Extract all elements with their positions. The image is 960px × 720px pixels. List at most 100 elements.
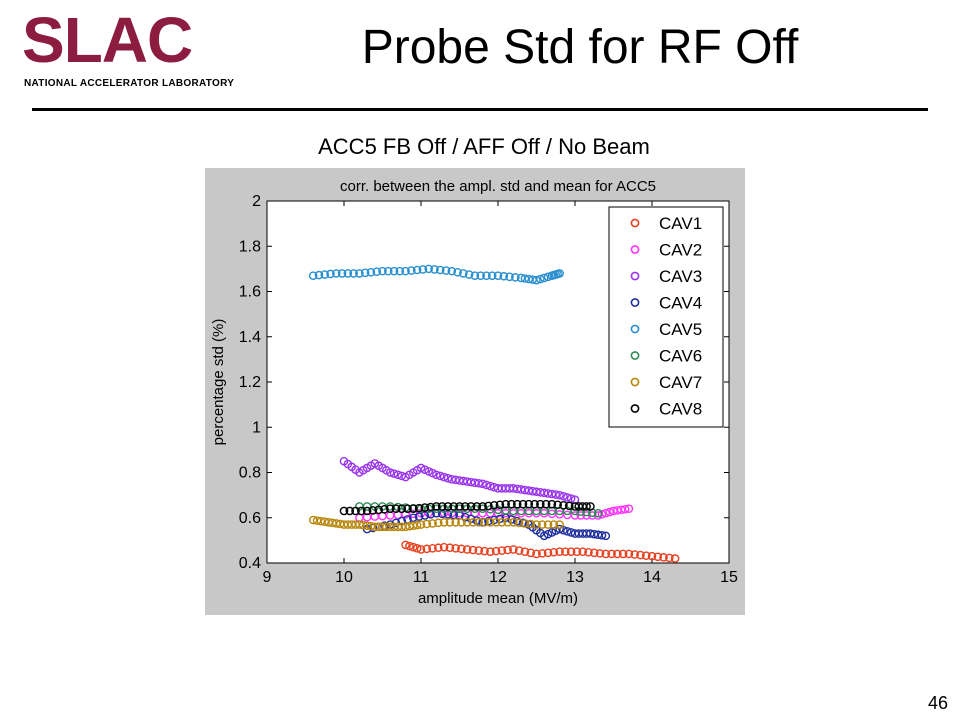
data-point (432, 502, 441, 511)
data-point (407, 266, 416, 275)
data-point (618, 549, 628, 559)
data-point (332, 269, 341, 278)
data-point (403, 504, 412, 514)
legend-marker (630, 298, 640, 307)
data-point (449, 502, 459, 511)
data-point (597, 510, 607, 519)
data-point (401, 540, 410, 550)
data-point (520, 519, 530, 528)
data-point (457, 544, 466, 554)
data-point (308, 271, 318, 280)
data-point (412, 520, 422, 530)
data-point (391, 504, 401, 514)
legend-entry: CAV5 (659, 320, 702, 339)
data-point (366, 267, 376, 277)
data-point (418, 265, 428, 274)
data-point (422, 519, 432, 529)
legend-entry: CAV4 (659, 294, 702, 313)
data-point (432, 470, 441, 480)
data-point (555, 547, 564, 556)
data-point (339, 506, 349, 516)
data-point (511, 273, 520, 282)
data-point (514, 518, 524, 528)
data-point (493, 271, 503, 280)
data-point (460, 502, 470, 511)
data-point (385, 504, 395, 514)
data-point (351, 506, 360, 516)
data-point (439, 472, 449, 482)
data-point (584, 547, 593, 557)
data-point (620, 504, 630, 514)
data-point (503, 517, 512, 527)
data-point (539, 273, 549, 283)
data-point (630, 550, 639, 559)
data-point (526, 548, 536, 558)
data-point (439, 542, 449, 552)
y-tick-label: 0.6 (239, 510, 261, 527)
data-point (520, 547, 530, 556)
data-point (445, 543, 455, 553)
data-point (555, 524, 564, 534)
chart-title: corr. between the ampl. std and mean for… (340, 178, 656, 195)
data-point (582, 507, 591, 517)
data-point (512, 499, 522, 509)
data-point (566, 547, 576, 556)
legend-entry: CAV6 (659, 347, 702, 366)
data-point (428, 543, 437, 553)
legend-entry: CAV3 (659, 267, 702, 286)
data-point (397, 504, 407, 514)
data-point (412, 265, 422, 275)
y-tick-label: 2 (252, 193, 261, 210)
data-point (532, 549, 541, 559)
data-point (478, 502, 487, 511)
data-point (360, 268, 370, 278)
data-point (532, 275, 541, 285)
data-point (462, 517, 472, 527)
data-point (547, 499, 557, 509)
data-point (485, 517, 495, 527)
data-point (320, 270, 330, 279)
data-point (389, 469, 399, 478)
data-point (543, 272, 553, 282)
x-tick-label: 15 (720, 569, 738, 586)
data-point (439, 517, 449, 527)
data-point (383, 266, 393, 276)
data-point (462, 545, 472, 554)
data-point (430, 265, 439, 274)
data-point (480, 517, 489, 527)
data-point (314, 270, 324, 280)
x-tick-label: 11 (413, 569, 430, 586)
data-point (476, 271, 485, 280)
data-point (420, 503, 430, 512)
data-point (355, 269, 364, 278)
y-tick-label: 1.6 (239, 284, 261, 301)
data-point (422, 544, 432, 554)
data-point (497, 517, 507, 527)
legend-marker (630, 351, 640, 360)
data-point (416, 520, 426, 529)
data-point (401, 266, 410, 276)
data-point (491, 517, 501, 527)
data-point (499, 271, 509, 281)
data-point (326, 269, 335, 279)
data-point (589, 548, 599, 558)
y-tick-label: 1 (252, 419, 261, 436)
data-point (457, 517, 466, 527)
data-point (593, 508, 603, 518)
data-point (482, 271, 491, 280)
data-point (468, 545, 478, 555)
data-point (393, 470, 403, 480)
x-axis-label: amplitude mean (MV/m) (418, 590, 578, 607)
data-point (485, 547, 495, 556)
data-point (451, 543, 460, 553)
data-point (536, 274, 545, 284)
data-point (576, 507, 586, 516)
data-point (607, 549, 616, 559)
data-point (605, 507, 614, 517)
data-point (562, 527, 572, 536)
slide-subtitle: ACC5 FB Off / AFF Off / No Beam (318, 134, 650, 159)
data-point (414, 503, 424, 513)
data-point (549, 547, 559, 557)
data-point (505, 272, 514, 282)
data-point (641, 551, 651, 560)
